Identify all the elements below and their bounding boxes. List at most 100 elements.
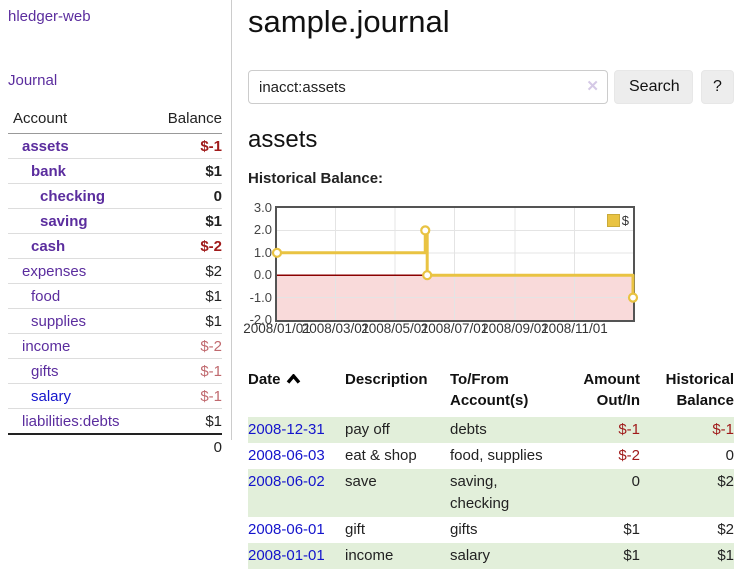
account-link[interactable]: expenses [22, 263, 87, 280]
accounts-table-body: assets $-1 bank $1 checking 0 saving $1 cash $-2 e… [8, 134, 222, 459]
account-balance: $1 [147, 308, 222, 334]
sidebar: hledger-web Journal Account Balance asse… [0, 0, 232, 459]
tx-accounts: food, supplies [450, 447, 543, 464]
account-row: liabilities:debts $1 [8, 408, 222, 434]
transactions-header-row: Date Description To/From Account(s) Amou… [248, 367, 734, 417]
column-header-accounts: To/From Account(s) [450, 371, 529, 409]
tx-description: income [345, 547, 394, 564]
tx-date-link[interactable]: 2008-06-01 [248, 521, 325, 538]
page-title: sample.journal [248, 4, 450, 39]
sort-ascending-icon [286, 373, 300, 384]
account-link[interactable]: salary [31, 388, 72, 405]
account-balance: $1 [147, 408, 222, 434]
tx-amount: $-1 [618, 421, 640, 438]
tx-date-link[interactable]: 2008-06-02 [248, 473, 325, 490]
tx-balance: 0 [725, 447, 734, 464]
tx-date-link[interactable]: 2008-01-01 [248, 547, 325, 564]
legend-swatch-icon [606, 214, 620, 227]
account-link[interactable]: assets [22, 138, 69, 155]
accounts-header-account: Account [8, 110, 148, 134]
account-link[interactable]: supplies [31, 313, 87, 330]
search-input-wrap: ✕ [248, 70, 608, 104]
account-row: salary $-1 [8, 383, 222, 409]
chart-plot-area: $ [271, 206, 639, 322]
accounts-header-balance: Balance [147, 110, 222, 134]
account-link[interactable]: gifts [31, 363, 59, 380]
x-axis-tick: 2008/07/01 [420, 321, 489, 336]
account-link[interactable]: liabilities:debts [22, 413, 120, 430]
chart-legend: $ [606, 213, 629, 228]
accounts-table-header: Account Balance [8, 110, 222, 134]
tx-date: 2008-12-31 [248, 417, 345, 443]
account-link[interactable]: checking [40, 188, 106, 205]
account-balance: $-2 [147, 233, 222, 259]
tx-accounts: salary [450, 547, 491, 564]
account-row: saving $1 [8, 208, 222, 234]
tx-accounts: saving, checking [450, 473, 510, 512]
transaction-row: 2008-06-01 gift gifts $1 $2 [248, 517, 734, 543]
tx-amount: $-2 [618, 447, 640, 464]
account-balance: $-1 [147, 358, 222, 384]
x-axis-tick: 2008/11/01 [541, 321, 608, 336]
balance-chart: $ 3.0 2.0 1.0 0.0 -1.0 -2.0 2008/01/01 2008/03/… [243, 200, 734, 343]
account-link[interactable]: cash [31, 238, 66, 255]
search-form: ✕ Search ? [248, 70, 734, 104]
tx-amount: 0 [631, 473, 640, 490]
account-row: bank $1 [8, 158, 222, 184]
account-balance: $1 [147, 283, 222, 309]
tx-amount: $1 [623, 547, 640, 564]
search-input[interactable] [248, 70, 608, 104]
legend-label: $ [621, 213, 629, 228]
y-axis-tick: 0.0 [253, 267, 272, 283]
tx-balance: $-1 [712, 421, 734, 438]
y-axis-tick: 3.0 [253, 200, 272, 215]
tx-accounts: gifts [450, 521, 478, 538]
account-balance: $2 [147, 258, 222, 284]
account-balance: $1 [147, 208, 222, 234]
account-balance: $-1 [147, 383, 222, 409]
transaction-row: 2008-06-02 save saving, checking 0 $2 [248, 469, 734, 517]
tx-date: 2008-01-01 [248, 543, 345, 569]
clear-search-icon[interactable]: ✕ [586, 78, 599, 95]
tx-balance: $1 [717, 547, 734, 564]
transactions-table-body: 2008-12-31 pay off debts $-1 $-1 2008-06-03 ea… [248, 417, 734, 569]
account-row: cash $-2 [8, 233, 222, 259]
tx-amount: $1 [623, 521, 640, 538]
account-balance: $1 [147, 158, 222, 184]
tx-date-link[interactable]: 2008-06-03 [248, 447, 325, 464]
y-axis-tick: -1.0 [249, 289, 272, 305]
main-content: sample.journal ✕ Search ? assets Histori… [243, 0, 734, 569]
account-link[interactable]: food [31, 288, 61, 305]
account-link[interactable]: saving [40, 213, 88, 230]
search-button[interactable]: Search [614, 70, 693, 104]
column-header-balance: Historical Balance [665, 371, 734, 409]
account-row: checking 0 [8, 183, 222, 209]
account-row: food $1 [8, 283, 222, 309]
x-axis-tick: 2008/05/01 [361, 321, 429, 336]
help-button[interactable]: ? [701, 70, 734, 104]
tx-date: 2008-06-01 [248, 517, 345, 543]
x-axis-tick: 2008/09/01 [481, 321, 549, 336]
tx-description: gift [345, 521, 366, 538]
accounts-total-row: 0 [8, 433, 222, 459]
account-link[interactable]: income [22, 338, 71, 355]
account-row: expenses $2 [8, 258, 222, 284]
tx-balance: $2 [717, 473, 734, 490]
tx-description: save [345, 473, 377, 490]
tx-date-link[interactable]: 2008-12-31 [248, 421, 325, 438]
account-link[interactable]: bank [31, 163, 67, 180]
transaction-row: 2008-01-01 income salary $1 $1 [248, 543, 734, 569]
column-header-amount: Amount Out/In [583, 371, 640, 409]
x-axis-tick: 2008/03/01 [301, 321, 370, 336]
sidebar-item-journal[interactable]: Journal [8, 72, 58, 89]
account-row: income $-2 [8, 333, 222, 359]
tx-date: 2008-06-03 [248, 443, 345, 469]
account-balance: $-2 [147, 333, 222, 359]
account-row: supplies $1 [8, 308, 222, 334]
column-header-date[interactable]: Date [248, 367, 345, 417]
app-brand-link[interactable]: hledger-web [8, 8, 91, 25]
x-axis-tick: 2008/01/01 [243, 321, 311, 336]
tx-description: eat & shop [345, 447, 417, 464]
accounts-total: 0 [147, 433, 222, 459]
account-row: assets $-1 [8, 134, 222, 159]
